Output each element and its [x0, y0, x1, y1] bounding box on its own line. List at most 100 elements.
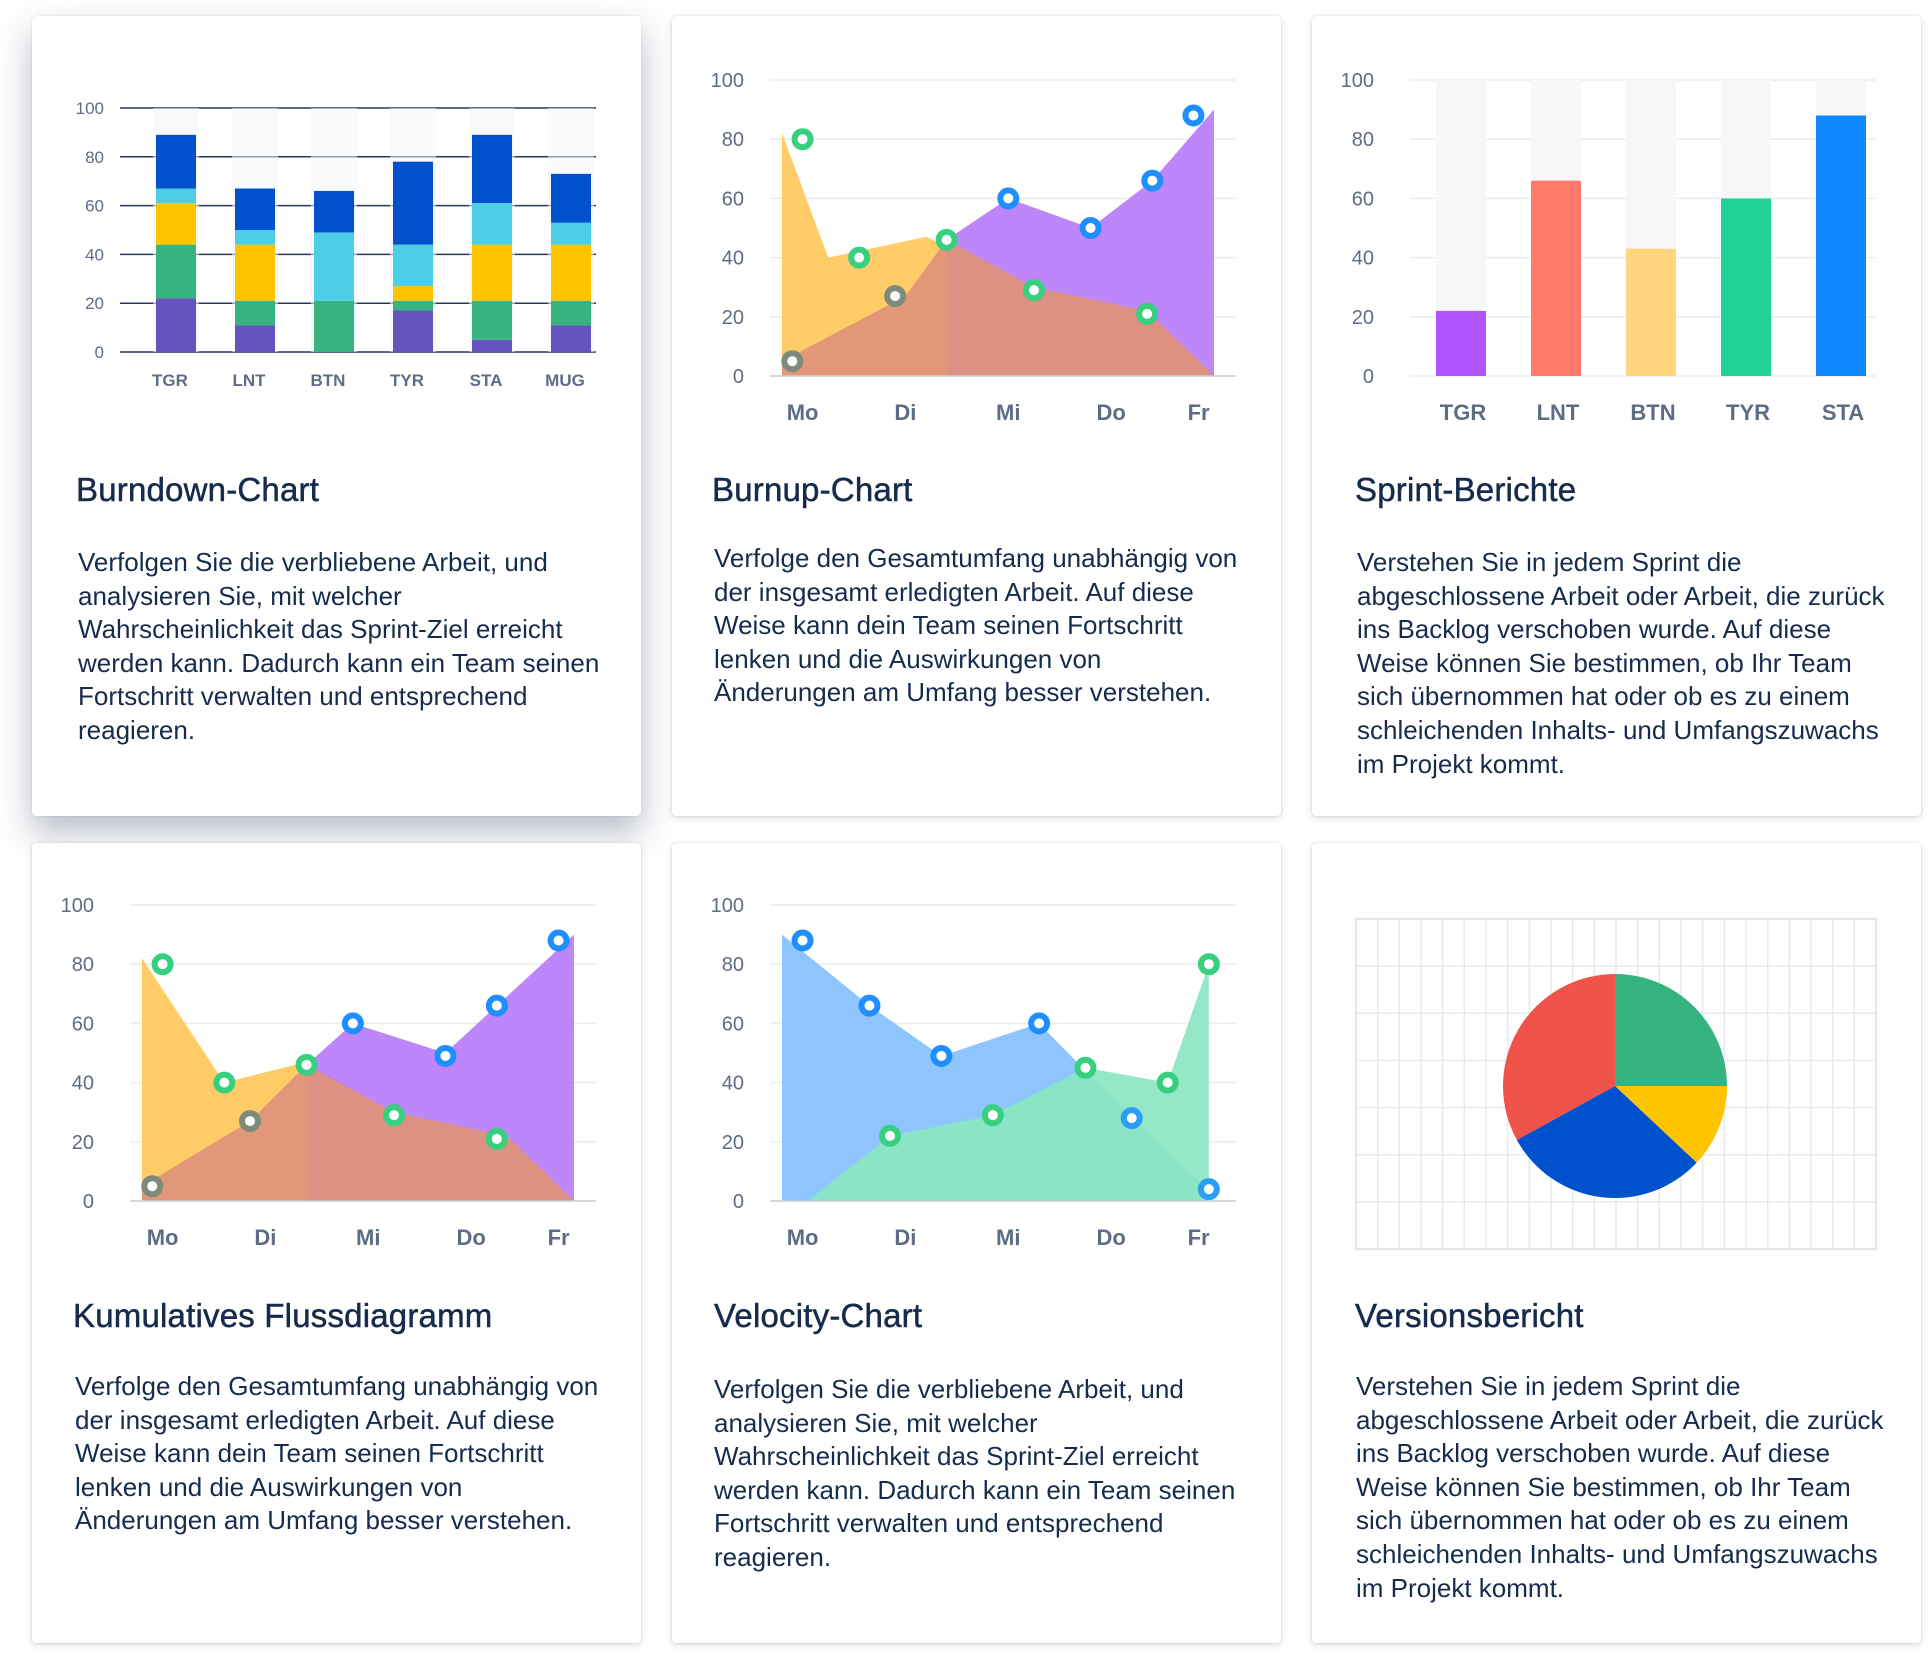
y-tick-label: 100 [76, 99, 104, 118]
bar [1721, 198, 1771, 376]
data-point [1120, 1107, 1143, 1130]
pie-slice [1503, 974, 1615, 1140]
y-tick-label: 0 [95, 343, 104, 362]
data-point [848, 246, 871, 269]
y-tick-label: 40 [1352, 248, 1374, 270]
x-tick-label: Fr [548, 1225, 570, 1250]
x-tick-label: Di [894, 400, 916, 425]
report-card-cumulative-flow[interactable]: 0 20 40 60 80 100 Mo Di Mi Do Fr Kumulatives Fluss… [32, 843, 641, 1643]
bar-segment [393, 310, 433, 352]
report-card-burnup[interactable]: 0 20 40 60 80 100 Mo Di Mi Do Fr Burnup-Chart Verf… [672, 16, 1281, 816]
data-point [997, 187, 1020, 210]
bar-segment [472, 300, 512, 340]
x-tick-label: Do [1096, 1225, 1125, 1250]
y-tick-label: 40 [72, 1073, 94, 1095]
card-title: Burndown-Chart [76, 471, 320, 509]
y-tick-label: 100 [711, 895, 744, 917]
y-tick-label: 80 [1352, 129, 1374, 151]
bar-segment [156, 244, 196, 299]
sprint-report-chart-svg: 0 20 40 60 80 100 TGR LNT BTN TYR STA [1341, 70, 1876, 425]
x-tick-label: Di [894, 1225, 916, 1250]
card-description: Verfolge den Gesamtumfang unabhängig von… [714, 543, 1238, 708]
x-tick-label: BTN [1630, 400, 1675, 425]
x-tick-label: Di [254, 1225, 276, 1250]
y-tick-label: 20 [1352, 307, 1374, 329]
card-description: Verstehen Sie in jedem Sprint die abgesc… [1357, 547, 1885, 779]
area-series [142, 1064, 574, 1201]
x-tick-label: Mi [996, 1225, 1020, 1250]
card-description: Verstehen Sie in jedem Sprint die abgesc… [1356, 1371, 1884, 1603]
burndown-chart: 0 20 40 60 80 100 TGR LNT BTN TYR STA MUG [32, 16, 641, 446]
y-tick-label: 0 [1363, 366, 1374, 388]
y-tick-label: 100 [1341, 70, 1374, 92]
bar-segment [235, 325, 275, 352]
y-tick-label: 80 [722, 954, 744, 976]
x-tick-label: LNT [232, 371, 266, 390]
report-card-sprint[interactable]: 0 20 40 60 80 100 TGR LNT BTN TYR STA Sprint-Beric… [1312, 16, 1921, 816]
y-tick-label: 40 [85, 245, 104, 264]
y-tick-label: 0 [733, 366, 744, 388]
bar-segment [235, 300, 275, 326]
x-tick-label: TGR [152, 371, 188, 390]
data-point [547, 929, 570, 952]
burnup-chart: 0 20 40 60 80 100 Mo Di Mi Do Fr [672, 16, 1281, 446]
pie-slice [1516, 1086, 1697, 1198]
card-title: Velocity-Chart [714, 1297, 923, 1335]
version-report-chart [1312, 843, 1921, 1273]
bar-segment [551, 173, 591, 223]
y-tick-label: 0 [733, 1191, 744, 1213]
burnup-chart-svg: 0 20 40 60 80 100 Mo Di Mi Do Fr [711, 70, 1236, 425]
y-tick-label: 20 [85, 294, 104, 313]
data-point [341, 1012, 364, 1035]
y-tick-label: 60 [72, 1013, 94, 1035]
data-point [1156, 1071, 1179, 1094]
bar-segment [314, 190, 354, 233]
y-tick-label: 80 [722, 129, 744, 151]
pie-slice [1615, 974, 1727, 1086]
bar [1626, 248, 1676, 376]
report-card-velocity[interactable]: 0 20 40 60 80 100 Mo Di Mi Do Fr Velocity-Chart Ve… [672, 843, 1281, 1643]
bar [1816, 115, 1866, 377]
data-point [1023, 279, 1045, 302]
y-tick-label: 20 [722, 307, 744, 329]
bar-segment [156, 298, 196, 352]
bar-segment [472, 244, 512, 301]
card-title: Versionsbericht [1355, 1297, 1584, 1335]
velocity-chart-svg: 0 20 40 60 80 100 Mo Di Mi Do Fr [711, 895, 1236, 1250]
y-tick-label: 60 [85, 197, 104, 216]
y-tick-label: 100 [711, 70, 744, 92]
bar-segment [235, 188, 275, 230]
velocity-chart: 0 20 40 60 80 100 Mo Di Mi Do Fr [672, 843, 1281, 1273]
x-tick-label: Do [456, 1225, 485, 1250]
x-tick-label: TYR [390, 371, 424, 390]
x-tick-label: Fr [1188, 1225, 1210, 1250]
x-tick-label: BTN [311, 371, 346, 390]
card-description: Verfolge den Gesamtumfang unabhängig von… [75, 1371, 599, 1536]
report-card-version[interactable]: Versionsbericht Verstehen Sie in jedem S… [1312, 843, 1921, 1643]
y-tick-label: 60 [1352, 188, 1374, 210]
report-card-burndown[interactable]: 0 20 40 60 80 100 TGR LNT BTN TYR STA MUG Burndown-… [32, 16, 641, 816]
cumulative-flow-chart: 0 20 40 60 80 100 Mo Di Mi Do Fr [32, 843, 641, 1273]
bar-segment [314, 232, 354, 301]
y-tick-label: 80 [85, 148, 104, 167]
x-tick-label: Fr [1188, 400, 1210, 425]
data-point [213, 1071, 236, 1094]
bar [1531, 180, 1581, 376]
card-title: Kumulatives Flussdiagramm [73, 1297, 493, 1335]
x-tick-label: Mi [356, 1225, 380, 1250]
card-description: Verfolgen Sie die verbliebene Arbeit, un… [78, 547, 600, 745]
data-point [1136, 302, 1159, 325]
x-tick-label: STA [1822, 400, 1864, 425]
x-tick-label: LNT [1537, 400, 1580, 425]
bar [1436, 310, 1486, 376]
data-point [485, 1127, 508, 1150]
bar-segment [551, 325, 591, 352]
data-point [879, 1124, 901, 1147]
bar-segment [472, 203, 512, 245]
y-tick-label: 0 [83, 1191, 94, 1213]
x-tick-label: Mo [147, 1225, 179, 1250]
data-point [791, 929, 814, 952]
data-point [239, 1110, 261, 1133]
y-tick-label: 100 [61, 895, 94, 917]
x-tick-label: Mi [996, 400, 1020, 425]
